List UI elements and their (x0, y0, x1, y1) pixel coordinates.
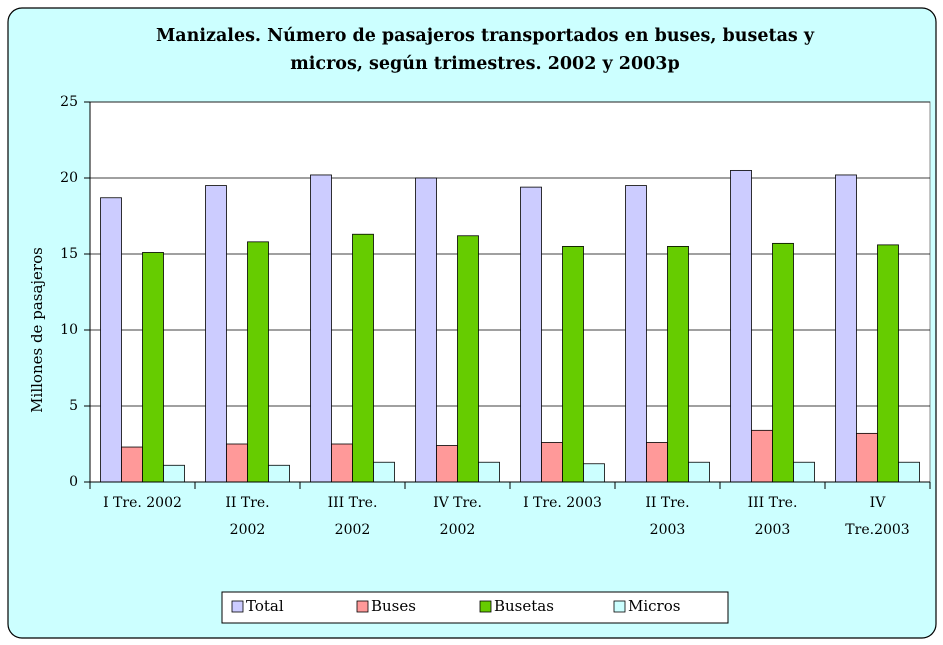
bar (373, 461, 395, 483)
x-tick-label: II Tre. 2003 (645, 495, 690, 538)
bar (793, 461, 815, 483)
bar (100, 197, 122, 483)
legend-box (221, 591, 729, 624)
bar (436, 445, 458, 483)
bar (856, 432, 878, 483)
y-tick-label: 10 (60, 322, 78, 338)
x-tick-label: I Tre. 2003 (523, 495, 602, 511)
bar (310, 174, 332, 483)
legend-swatch (231, 600, 244, 613)
bar (583, 463, 605, 483)
bar (163, 464, 185, 483)
bar (268, 464, 290, 483)
bar (772, 242, 794, 483)
bar (646, 442, 668, 483)
x-tick-label: III Tre. 2002 (327, 495, 378, 538)
chart-title: Manizales. Número de pasajeros transport… (155, 26, 815, 74)
legend-label: Buses (371, 597, 416, 615)
legend-swatch (479, 600, 492, 613)
bar (520, 186, 542, 483)
bar (562, 245, 584, 483)
bar (121, 446, 143, 483)
x-tick-label: I Tre. 2002 (103, 495, 182, 511)
bar (142, 252, 164, 483)
bar (352, 233, 374, 483)
legend-label: Busetas (494, 597, 554, 615)
x-tick-label: IV Tre. 2002 (433, 495, 482, 538)
legend-swatch (356, 600, 369, 613)
bar (457, 235, 479, 483)
y-tick-label: 5 (69, 398, 78, 414)
y-tick-label: 0 (69, 474, 78, 490)
y-tick-label: 20 (60, 170, 78, 186)
bar (415, 177, 437, 483)
bar (730, 169, 752, 483)
y-tick-label: 25 (60, 94, 78, 110)
bar (835, 174, 857, 483)
y-tick-label: 15 (60, 246, 78, 262)
legend-label: Total (246, 597, 284, 615)
bar (247, 241, 269, 483)
bar (898, 461, 920, 483)
x-tick-label: II Tre. 2002 (225, 495, 270, 538)
bar (625, 185, 647, 483)
legend-swatch (613, 600, 626, 613)
bar (478, 461, 500, 483)
bar (667, 245, 689, 483)
bar (226, 443, 248, 483)
bar (751, 429, 773, 483)
y-axis-label: Millones de pasajeros (28, 247, 46, 413)
bar (688, 461, 710, 483)
bar (331, 443, 353, 483)
bar (541, 442, 563, 483)
legend-label: Micros (628, 597, 680, 615)
x-tick-label: IV Tre.2003 (845, 495, 910, 538)
bar (205, 185, 227, 483)
bar (877, 244, 899, 483)
x-tick-label: III Tre. 2003 (747, 495, 798, 538)
